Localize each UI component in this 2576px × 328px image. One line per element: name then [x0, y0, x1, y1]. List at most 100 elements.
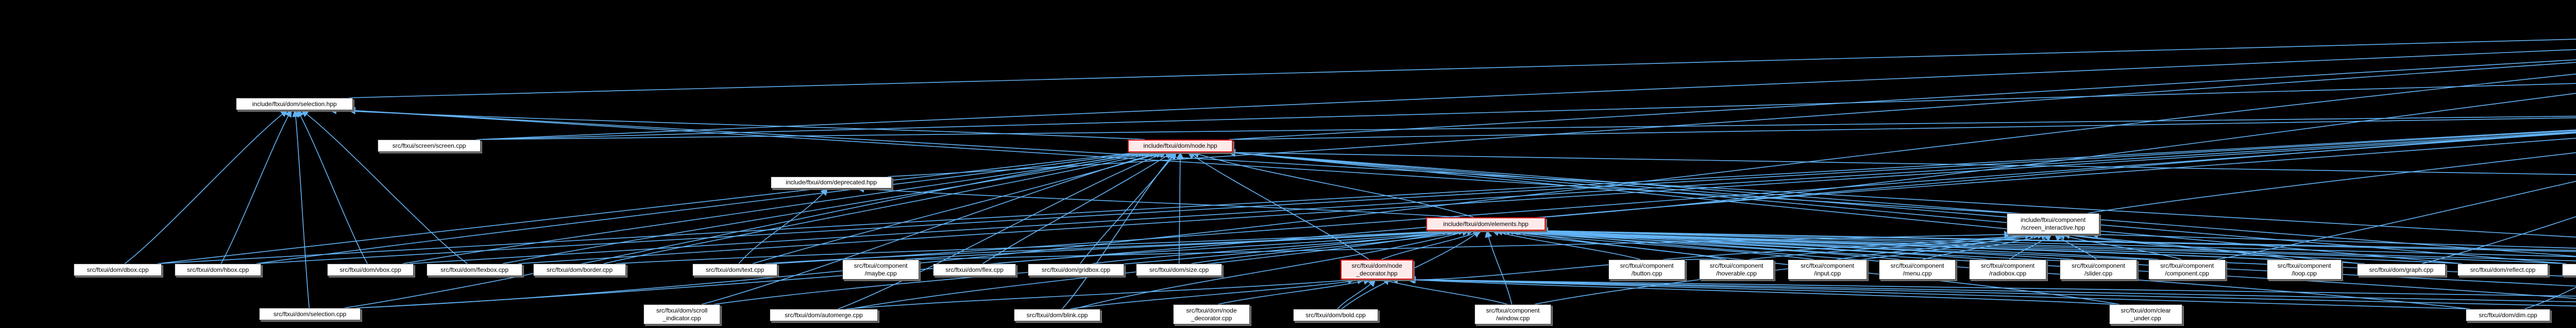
graph-node-screen-interactive-hpp[interactable]: include/ftxui/component /screen_interact…	[2007, 213, 2099, 234]
edge-gridbox-cpp-to-node-hpp	[1079, 151, 1177, 264]
graph-node-node-decorator-hpp[interactable]: src/ftxui/dom/node _decorator.hpp	[1341, 260, 1413, 280]
edge-dbox-cpp-to-selection-hpp	[124, 110, 289, 264]
edge-dim-cpp-to-node-decorator-hpp	[1408, 276, 2470, 309]
edge-button-cpp-to-screen-interactive-hpp	[1663, 231, 2038, 260]
edge-window-cpp-to-screen-interactive-hpp	[1534, 232, 2032, 305]
edge-component-cpp-to-elements-hpp	[1513, 227, 2159, 260]
graph-node-deprecated-hpp[interactable]: include/ftxui/dom/deprecated.hpp	[771, 177, 892, 188]
graph-node-automerge-cpp[interactable]: src/ftxui/dom/automerge.cpp	[770, 309, 878, 321]
graph-node-dim-cpp[interactable]: src/ftxui/dom/dim.cpp	[2466, 309, 2550, 321]
edge-vbox-cpp-to-node-hpp	[402, 149, 1149, 264]
edge-frame-cpp-to-elements-hpp	[1530, 227, 2567, 264]
graph-node-text-cpp[interactable]: src/ftxui/dom/text.cpp	[692, 264, 777, 276]
edge-automerge-cpp-to-node-hpp	[838, 151, 1167, 309]
edge-elements-hpp-to-screen-hpp	[1541, 137, 2576, 218]
graph-node-hoverable-cpp[interactable]: src/ftxui/component /hoverable.cpp	[1699, 260, 1774, 280]
graph-node-node-hpp[interactable]: include/ftxui/dom/node.hpp	[1128, 140, 1233, 152]
edge-node-decorator-hpp-to-elements-hpp	[1381, 230, 1483, 260]
edge-graph-cpp-to-screen-hpp	[2422, 216, 2576, 264]
edge-input-cpp-to-screen-interactive-hpp	[1836, 232, 2045, 260]
graph-node-node-decorator-cpp[interactable]: src/ftxui/dom/node _decorator.cpp	[1173, 304, 1250, 324]
graph-node-dbox-cpp[interactable]: src/ftxui/dom/dbox.cpp	[74, 264, 162, 276]
graph-node-scroll-indicator-cpp[interactable]: src/ftxui/dom/scroll _indicator.cpp	[643, 304, 720, 324]
edge-dim-cpp-to-screen-hpp	[2524, 287, 2576, 309]
edge-blink-cpp-to-node-hpp	[1061, 151, 1176, 309]
edge-slider-cpp-to-elements-hpp	[1509, 227, 2074, 260]
edge-scroll-indicator-cpp-to-node-hpp	[701, 150, 1161, 305]
edge-border-cpp-to-node-hpp	[603, 150, 1157, 264]
edge-size-cpp-to-node-hpp	[1176, 151, 1184, 264]
edge-flex-cpp-to-node-hpp	[982, 152, 1173, 264]
edge-text-cpp-to-deprecated-hpp	[738, 187, 828, 264]
graph-node-size-cpp[interactable]: src/ftxui/dom/size.cpp	[1136, 264, 1222, 276]
edge-selection-hpp-to-pixel-hpp	[348, 41, 2576, 98]
edge-component-cpp-to-screen-hpp	[2216, 181, 2576, 260]
graph-node-slider-cpp[interactable]: src/ftxui/component /slider.cpp	[2060, 260, 2137, 280]
edge-flexbox-cpp-to-selection-hpp	[301, 110, 468, 264]
edge-node-hpp-to-screen-hpp	[1228, 118, 2576, 140]
edge-selection-cpp-to-screen-hpp	[356, 131, 2576, 308]
edge-window-cpp-to-elements-hpp	[1485, 230, 1513, 305]
edge-node-hpp-to-pixel-hpp	[1228, 59, 2576, 140]
graph-node-menu-cpp[interactable]: src/ftxui/component /menu.cpp	[1879, 260, 1956, 280]
edge-flex-cpp-to-elements-hpp	[995, 228, 1466, 264]
edge-selection-cpp-to-node-hpp	[344, 149, 1147, 308]
edge-maybe-cpp-to-elements-hpp	[905, 227, 1463, 260]
graph-node-radiobox-cpp[interactable]: src/ftxui/component /radiobox.cpp	[1969, 260, 2046, 280]
edge-bold-cpp-to-node-decorator-hpp	[1337, 279, 1376, 309]
edge-text-cpp-to-screen-hpp	[773, 132, 2576, 264]
edge-elements-hpp-to-node-hpp	[1192, 151, 1474, 218]
edge-elements-hpp-to-deprecated-hpp	[856, 185, 1460, 218]
graph-node-input-cpp[interactable]: src/ftxui/component /input.cpp	[1788, 260, 1867, 280]
graph-node-graph-cpp[interactable]: src/ftxui/dom/graph.cpp	[2357, 264, 2446, 276]
edge-selection-style-cpp-to-elements-hpp	[1540, 227, 2576, 277]
edge-blink-cpp-to-node-decorator-hpp	[1070, 277, 1365, 309]
graph-node-hbox-cpp[interactable]: src/ftxui/dom/hbox.cpp	[175, 264, 261, 276]
graph-node-vbox-cpp[interactable]: src/ftxui/dom/vbox.cpp	[327, 264, 414, 276]
edge-vbox-cpp-to-selection-hpp	[297, 109, 368, 264]
graph-node-elements-hpp[interactable]: include/ftxui/dom/elements.hpp	[1426, 217, 1546, 231]
graph-node-button-cpp[interactable]: src/ftxui/component /button.cpp	[1608, 260, 1685, 280]
graph-node-bold-cpp[interactable]: src/ftxui/dom/bold.cpp	[1293, 309, 1378, 321]
edge-deprecated-hpp-to-pixel-hpp	[887, 62, 2576, 177]
graph-node-screen-cpp[interactable]: src/ftxui/screen/screen.cpp	[378, 140, 481, 152]
edge-text-cpp-to-elements-hpp	[765, 227, 1457, 264]
edge-screen-interactive-hpp-to-screen-hpp	[2088, 152, 2576, 214]
graph-node-loop-cpp[interactable]: src/ftxui/component /loop.cpp	[2267, 260, 2342, 280]
graph-node-clear-under-cpp[interactable]: src/ftxui/dom/clear _under.cpp	[2109, 304, 2182, 324]
graph-node-flex-cpp[interactable]: src/ftxui/dom/flex.cpp	[933, 264, 1016, 276]
edge-node-decorator-hpp-to-node-hpp	[1187, 152, 1369, 260]
edge-selection-cpp-to-pixel-hpp	[356, 73, 2576, 308]
edge-loop-cpp-to-screen-interactive-hpp	[2062, 231, 2295, 260]
graph-node-border-cpp[interactable]: src/ftxui/dom/border.cpp	[533, 264, 626, 276]
edge-menu-cpp-to-screen-interactive-hpp	[1922, 232, 2048, 260]
edge-flexbox-cpp-to-node-hpp	[502, 150, 1153, 264]
edge-hbox-cpp-to-node-hpp	[256, 149, 1143, 264]
edge-border-cpp-to-elements-hpp	[616, 227, 1451, 264]
graph-node-maybe-cpp[interactable]: src/ftxui/component /maybe.cpp	[842, 260, 919, 280]
graph-node-frame-cpp[interactable]: src/ftxui/dom/frame.cpp	[2562, 264, 2576, 276]
graph-node-component-cpp[interactable]: src/ftxui/component /component.cpp	[2148, 260, 2226, 280]
graph-node-reflect-cpp[interactable]: src/ftxui/dom/reflect.cpp	[2458, 264, 2548, 276]
edge-hbox-cpp-to-screen-hpp	[257, 128, 2576, 264]
graph-node-selection-hpp[interactable]: include/ftxui/dom/selection.hpp	[236, 98, 353, 110]
graph-node-flexbox-cpp[interactable]: src/ftxui/dom/flexbox.cpp	[427, 264, 522, 276]
edge-italic-cpp-to-elements-hpp	[1540, 227, 2576, 287]
edge-automerge-cpp-to-node-decorator-hpp	[845, 276, 1356, 309]
graph-node-blink-cpp[interactable]: src/ftxui/dom/blink.cpp	[1014, 309, 1100, 321]
edge-reflect-cpp-to-elements-hpp	[1526, 227, 2463, 264]
edge-gridbox-cpp-to-elements-hpp	[1092, 228, 1470, 264]
graph-node-selection-cpp[interactable]: src/ftxui/dom/selection.cpp	[259, 308, 361, 320]
edge-blink-cpp-to-elements-hpp	[1074, 229, 1470, 309]
edge-text-cpp-to-node-hpp	[752, 150, 1163, 264]
edge-selection-cpp-to-selection-hpp	[292, 109, 310, 308]
edge-menu-cpp-to-elements-hpp	[1502, 228, 1901, 260]
graph-node-gridbox-cpp[interactable]: src/ftxui/dom/gridbox.cpp	[1028, 264, 1124, 276]
edge-radiobox-cpp-to-screen-interactive-hpp	[2009, 233, 2052, 260]
edge-dbox-cpp-to-node-hpp	[157, 149, 1139, 264]
graph-node-window-cpp[interactable]: src/ftxui/component /window.cpp	[1475, 304, 1551, 324]
edge-node-cpp-to-node-hpp	[1228, 149, 2576, 175]
edge-size-cpp-to-elements-hpp	[1191, 228, 1475, 264]
